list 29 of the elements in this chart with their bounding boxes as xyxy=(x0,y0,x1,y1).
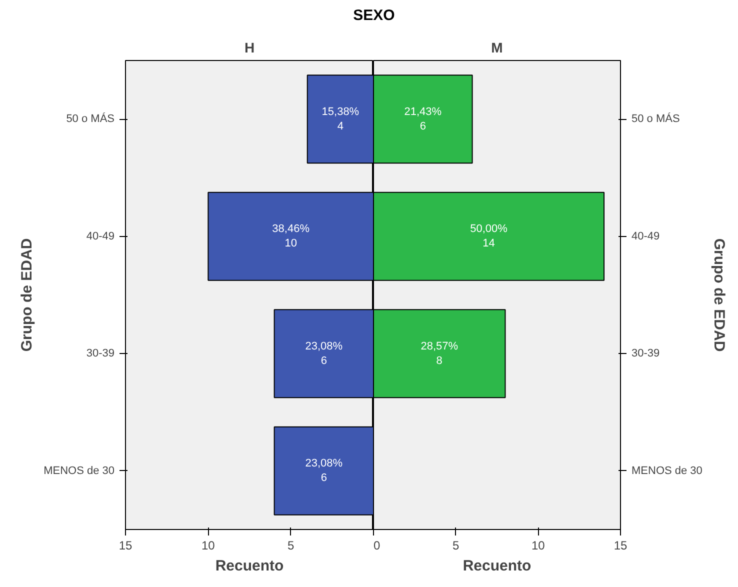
data-label: 21,43% 6 xyxy=(404,106,442,132)
text: SEXO xyxy=(353,6,395,26)
y-tick-label: MENOS de 30 xyxy=(632,464,702,477)
y-tick-label: 50 o MÁS xyxy=(66,112,115,126)
chart-title: H xyxy=(244,40,255,56)
x-tick-label: 10 xyxy=(201,538,216,552)
x-axis-title: Recuento xyxy=(215,558,284,574)
data-label: 15,38% 4 xyxy=(322,106,360,132)
y-tick-label: 30-39 xyxy=(632,348,660,360)
data-label: 23,08% 6 xyxy=(305,458,343,484)
data-label: 38,46% 10 xyxy=(272,223,310,250)
y-tick-label: 40-49 xyxy=(632,230,660,242)
y-tick-label: 40-49 xyxy=(86,230,115,242)
y-tick-label: 30-39 xyxy=(86,348,115,360)
x-tick-label: 15 xyxy=(118,538,132,552)
x-tick-label: 15 xyxy=(614,538,628,552)
data-label: 23,08% 6 xyxy=(305,340,343,367)
y-tick-label: MENOS de 30 xyxy=(44,464,114,477)
x-tick-label: 0 xyxy=(374,538,380,552)
x-axis-title: Recuento xyxy=(462,558,532,574)
y-axis-title: Grupo de EDAD xyxy=(710,238,728,352)
data-label: 50,00% 14 xyxy=(470,223,508,250)
chart-title: M xyxy=(491,40,503,56)
y-axis-title: Grupo de EDAD xyxy=(18,238,36,352)
y-tick-label: 50 o MÁS xyxy=(632,112,680,126)
x-tick-label: 5 xyxy=(287,538,294,552)
data-label: 28,57% 8 xyxy=(420,340,458,367)
x-tick-label: 5 xyxy=(452,538,460,552)
x-tick-label: 10 xyxy=(531,538,546,552)
